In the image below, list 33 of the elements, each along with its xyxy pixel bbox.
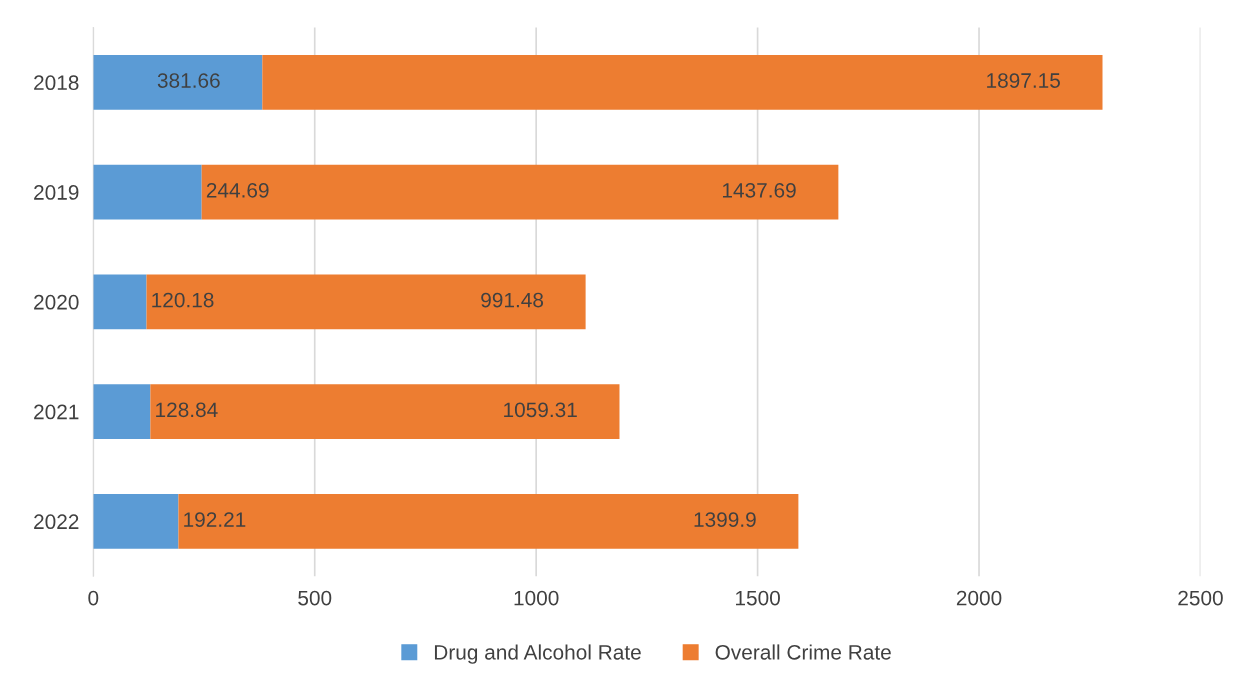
y-tick-label: 2018: [34, 75, 79, 91]
legend-label: Drug and Alcohol Rate: [434, 644, 641, 664]
data-label: 192.21: [184, 512, 246, 527]
bar: [93, 384, 151, 440]
data-label: 1399.9: [694, 512, 756, 527]
bar: [93, 54, 263, 110]
bar: [146, 274, 586, 330]
data-label: 991.48: [481, 292, 544, 308]
x-tick-label: 500: [298, 590, 332, 606]
x-tick-label: 2000: [956, 590, 1002, 606]
bar: [178, 493, 799, 549]
y-tick-label: 2021: [34, 404, 79, 420]
data-label: 244.69: [206, 182, 269, 198]
x-tick-label: 2500: [1178, 590, 1223, 606]
data-label: 1437.69: [722, 182, 796, 198]
bar: [93, 493, 179, 549]
bar: [201, 164, 839, 220]
bar: [93, 274, 147, 330]
y-tick-label: 2022: [34, 514, 79, 530]
y-tick-label: 2019: [34, 185, 79, 200]
data-label: 120.18: [152, 292, 214, 308]
bar: [150, 384, 620, 440]
data-label: 381.66: [157, 73, 220, 88]
x-tick-label: 1000: [514, 590, 559, 606]
x-tick-label: 1500: [736, 590, 780, 606]
data-label: 128.84: [156, 402, 218, 418]
data-label: 1059.31: [504, 402, 577, 418]
bar: [93, 164, 202, 220]
bar: [262, 54, 1103, 110]
data-label: 1897.15: [987, 73, 1060, 88]
x-tick-label: 0: [88, 590, 99, 606]
y-tick-label: 2020: [34, 294, 79, 310]
legend-label: Overall Crime Rate: [715, 644, 891, 660]
